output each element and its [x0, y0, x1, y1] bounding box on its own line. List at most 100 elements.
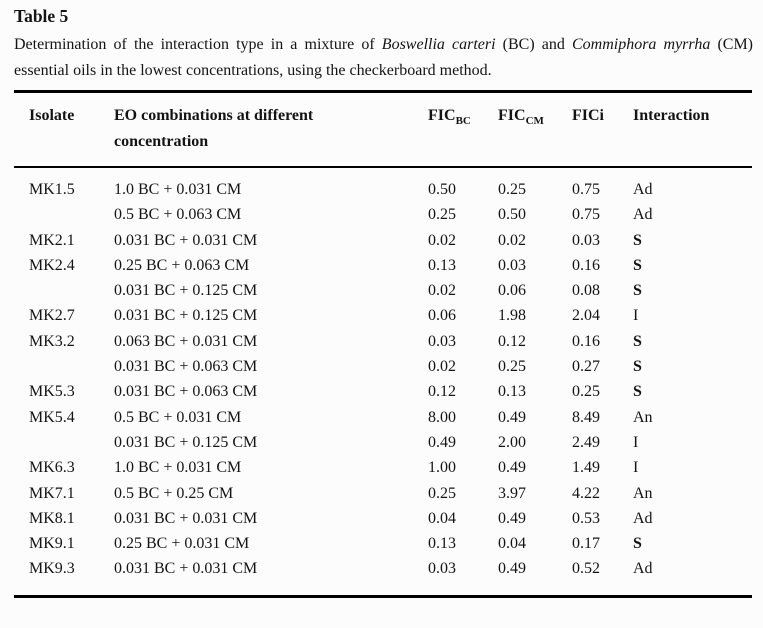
isolate-cell: MK8.1 — [29, 509, 75, 527]
isolate-cell — [14, 278, 114, 303]
checkerboard-results-table: Isolate EO combinations at different conce… — [14, 90, 752, 598]
fic-cm-cell: 0.13 — [498, 383, 526, 401]
isolate-cell: MK9.1 — [29, 535, 75, 553]
fic-bc-cell: 0.03 — [428, 332, 456, 350]
table-row: MK7.1 0.5 BC + 0.25 CM 0.25 3.97 4.22 An — [14, 481, 752, 506]
isolate-cell: MK9.3 — [29, 560, 75, 578]
caption-text: (BC) and — [495, 36, 572, 53]
fici-cell: 2.49 — [572, 433, 600, 451]
isolate-cell: MK2.4 — [29, 256, 75, 274]
fic-bc-cell: 0.49 — [428, 433, 456, 451]
combination-cell: 0.25 BC + 0.063 CM — [114, 256, 250, 274]
fic-bc-cell: 1.00 — [428, 459, 456, 477]
caption-text: (CM) essential oils in the lowest concen… — [14, 36, 753, 79]
table-header: Isolate EO combinations at different conce… — [14, 91, 752, 168]
fici-cell: 1.49 — [572, 459, 600, 477]
table-row: MK1.5 1.0 BC + 0.031 CM 0.50 0.25 0.75 Ad — [14, 167, 752, 202]
isolate-cell — [14, 202, 114, 227]
table-row: 0.5 BC + 0.063 CM 0.25 0.50 0.75 Ad — [14, 202, 752, 227]
interaction-cell: I — [633, 307, 639, 325]
interaction-cell: S — [633, 282, 642, 300]
fici-cell: 0.03 — [572, 231, 600, 249]
table-row: MK5.3 0.031 BC + 0.063 CM 0.12 0.13 0.25 S — [14, 379, 752, 404]
table-caption: Determination of the interaction type in… — [14, 32, 753, 84]
isolate-cell: MK5.4 — [29, 408, 75, 426]
combination-cell: 1.0 BC + 0.031 CM — [114, 181, 242, 198]
fic-bc-cell: 0.02 — [428, 231, 456, 249]
fic-cm-cell: 0.49 — [498, 408, 526, 426]
table-row: 0.031 BC + 0.125 CM 0.49 2.00 2.49 I — [14, 430, 752, 455]
interaction-cell: An — [633, 408, 653, 426]
fic-bc-cell: 0.06 — [428, 307, 456, 325]
interaction-cell: I — [633, 459, 639, 477]
combination-cell: 0.031 BC + 0.125 CM — [114, 433, 258, 451]
isolate-cell: MK2.7 — [29, 307, 75, 325]
fic-cm-cell: 1.98 — [498, 307, 526, 325]
isolate-cell: MK7.1 — [29, 484, 75, 502]
combination-cell: 0.063 BC + 0.031 CM — [114, 332, 258, 350]
fici-cell: 0.25 — [572, 383, 600, 401]
fici-cell: 0.08 — [572, 282, 600, 300]
combination-cell: 0.031 BC + 0.031 CM — [114, 509, 258, 527]
column-header-fic-bc: FICBC — [428, 91, 498, 168]
table-row: MK9.3 0.031 BC + 0.031 CM 0.03 0.49 0.52 Ad — [14, 556, 752, 596]
fic-bc-cell: 0.25 — [428, 484, 456, 502]
header-row: Isolate EO combinations at different conce… — [14, 91, 752, 168]
fici-cell: 0.16 — [572, 256, 600, 274]
fic-bc-cell: 0.12 — [428, 383, 456, 401]
interaction-cell: S — [633, 535, 642, 553]
fici-cell: 0.16 — [572, 332, 600, 350]
interaction-cell: S — [633, 231, 642, 249]
fic-bc-cell: 0.13 — [428, 535, 456, 553]
interaction-cell: Ad — [633, 560, 653, 578]
column-header-isolate: Isolate — [14, 91, 114, 168]
fic-cm-cell: 0.49 — [498, 459, 526, 477]
fic-cm-cell: 0.49 — [498, 560, 526, 578]
species-name-italic: Commiphora myrrha — [571, 36, 711, 53]
species-name-italic: Boswellia carteri — [381, 36, 496, 53]
fici-cell: 0.53 — [572, 509, 600, 527]
column-header-combination: EO combinations at different concentratio… — [114, 91, 428, 168]
fici-cell: 0.27 — [572, 358, 600, 376]
fici-cell: 2.04 — [572, 307, 600, 325]
fic-bc-cell: 0.02 — [428, 358, 456, 376]
table-row: MK8.1 0.031 BC + 0.031 CM 0.04 0.49 0.53 Ad — [14, 506, 752, 531]
interaction-cell: S — [633, 383, 642, 401]
table-body: MK1.5 1.0 BC + 0.031 CM 0.50 0.25 0.75 Ad 0.5 … — [14, 167, 752, 596]
table-row: 0.031 BC + 0.063 CM 0.02 0.25 0.27 S — [14, 354, 752, 379]
fic-bc-cell: 0.25 — [428, 206, 456, 224]
fic-bc-cell: 0.02 — [428, 282, 456, 300]
fic-cm-cell: 0.49 — [498, 509, 526, 527]
fic-cm-cell: 0.04 — [498, 535, 526, 553]
column-header-subscript: CM — [525, 115, 544, 128]
table-row: MK9.1 0.25 BC + 0.031 CM 0.13 0.04 0.17 S — [14, 531, 752, 556]
column-header-fic-cm: FICCM — [498, 91, 572, 168]
isolate-cell: MK1.5 — [29, 181, 75, 198]
table-row: MK2.4 0.25 BC + 0.063 CM 0.13 0.03 0.16 S — [14, 253, 752, 278]
column-header-subscript: BC — [455, 115, 471, 128]
table-row: MK6.3 1.0 BC + 0.031 CM 1.00 0.49 1.49 I — [14, 455, 752, 480]
isolate-cell: MK2.1 — [29, 231, 75, 249]
fic-cm-cell: 2.00 — [498, 433, 526, 451]
column-header-fici: FICi — [572, 91, 633, 168]
fici-cell: 4.22 — [572, 484, 600, 502]
fici-cell: 0.75 — [572, 206, 600, 224]
isolate-cell: MK6.3 — [29, 459, 75, 477]
isolate-cell: MK3.2 — [29, 332, 75, 350]
isolate-cell: MK5.3 — [29, 383, 75, 401]
table-row: MK5.4 0.5 BC + 0.031 CM 8.00 0.49 8.49 An — [14, 405, 752, 430]
table-row: MK2.1 0.031 BC + 0.031 CM 0.02 0.02 0.03 S — [14, 228, 752, 253]
combination-cell: 0.031 BC + 0.125 CM — [114, 282, 258, 300]
table-title: Table 5 — [14, 6, 69, 26]
caption-text: Determination of the interaction type in… — [14, 36, 382, 53]
fici-cell: 8.49 — [572, 408, 600, 426]
fic-bc-cell: 0.03 — [428, 560, 456, 578]
combination-cell: 0.031 BC + 0.063 CM — [114, 383, 258, 401]
combination-cell: 0.031 BC + 0.031 CM — [114, 560, 258, 578]
fic-bc-cell: 0.13 — [428, 256, 456, 274]
fic-cm-cell: 0.12 — [498, 332, 526, 350]
interaction-cell: S — [633, 256, 642, 274]
table-row: MK3.2 0.063 BC + 0.031 CM 0.03 0.12 0.16 S — [14, 329, 752, 354]
fic-cm-cell: 3.97 — [498, 484, 526, 502]
interaction-cell: S — [633, 358, 642, 376]
